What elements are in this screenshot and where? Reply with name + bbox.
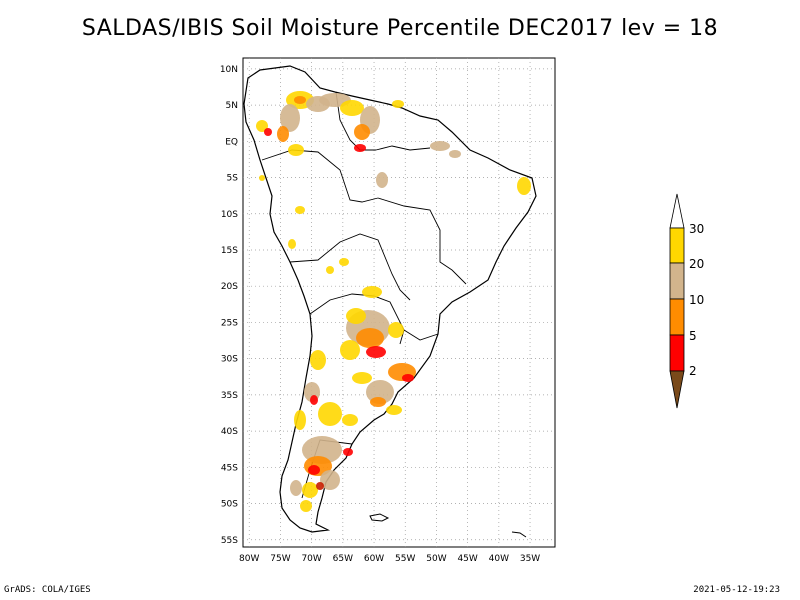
lat-tick-label: 20S [221,282,238,292]
lon-tick-label: 45W [457,554,477,564]
moisture-patch [354,124,370,140]
moisture-patch [346,308,366,324]
lon-tick-label: 70W [301,554,321,564]
map-frame [242,57,556,548]
moisture-patch [366,346,386,358]
moisture-patch [376,172,388,188]
moisture-patch [342,414,358,426]
moisture-patch [392,100,404,108]
moisture-patch [259,175,265,181]
lon-tick-label: 60W [364,554,384,564]
moisture-patch [288,239,296,249]
moisture-patch [290,480,302,496]
moisture-patch [300,500,312,512]
moisture-patch [308,465,320,475]
moisture-patch [280,104,300,132]
moisture-patch [288,144,304,156]
lat-tick-label: 25S [221,318,238,328]
moisture-patch [310,395,318,405]
lon-tick-label: 40W [489,554,509,564]
colorbar-label-5: 5 [689,329,697,343]
moisture-patch [340,340,360,360]
moisture-patch [362,286,382,298]
lat-tick-label: EQ [225,137,238,147]
lat-tick-label: 15S [221,246,238,256]
moisture-patch [294,410,306,430]
lat-tick-label: 40S [221,427,238,437]
lat-tick-label: 35S [221,391,238,401]
lat-tick-label: 10N [220,65,238,75]
lon-tick-label: 50W [426,554,446,564]
moisture-patch [277,126,289,142]
moisture-patch [264,128,272,136]
colorbar-segment-5 [669,334,685,372]
colorbar-label-2: 2 [689,364,697,378]
moisture-patch [339,258,349,266]
map-title: SALDAS/IBIS Soil Moisture Percentile DEC… [81,16,719,41]
south-georgia [511,531,527,538]
moisture-patch [449,150,461,158]
soil-moisture-patches [256,91,531,512]
moisture-patch [302,482,318,498]
moisture-patch [294,96,306,104]
moisture-patch [295,206,305,214]
lat-tick-label: 55S [221,536,238,546]
moisture-patch [430,141,450,151]
colorbar-top-arrow [669,193,685,229]
moisture-patch [352,372,372,384]
colorbar-label-20: 20 [689,257,704,271]
moisture-patch [318,402,342,426]
lon-tick-label: 35W [520,554,540,564]
moisture-patch [356,328,384,348]
lat-tick-label: 5S [227,174,239,184]
colorbar-label-30: 30 [689,222,704,236]
colorbar-segment-30 [669,227,685,264]
lon-tick-label: 65W [333,554,353,564]
colorbar-segment-10 [669,298,685,336]
moisture-patch [320,470,340,490]
south-america-coastline [243,65,537,533]
colorbar-legend: 2 5 10 20 30 [669,193,704,409]
colorbar-label-10: 10 [689,293,704,307]
moisture-patch [388,322,404,338]
lat-tick-label: 45S [221,463,238,473]
moisture-patch [354,144,366,152]
lat-tick-label: 5N [226,101,238,111]
moisture-patch [402,374,414,382]
colorbar-segment-20 [669,262,685,300]
graticule [243,58,555,547]
footer-credit: GrADS: COLA/IGES [4,585,91,595]
moisture-patch [256,120,268,132]
lat-tick-label: 10S [221,210,238,220]
footer-timestamp: 2021-05-12-19:23 [693,585,780,595]
moisture-patch [343,448,353,456]
lon-tick-label: 75W [270,554,290,564]
lon-tick-label: 55W [395,554,415,564]
moisture-patch [340,100,364,116]
moisture-patch [370,397,386,407]
lat-tick-label: 30S [221,355,238,365]
moisture-patch [366,380,394,404]
moisture-patch [310,350,326,370]
moisture-patch [517,177,531,195]
moisture-patch [316,482,324,490]
moisture-patch [386,405,402,415]
lat-tick-label: 50S [221,500,238,510]
axis-labels: 80W 75W 70W 65W 60W 55W 50W 45W 40W 35W 10N 5N EQ 5S 1… [220,65,540,564]
colorbar-bottom-arrow [669,370,685,409]
falkland-islands [369,513,390,522]
lon-tick-label: 80W [239,554,259,564]
moisture-patch [326,266,334,274]
